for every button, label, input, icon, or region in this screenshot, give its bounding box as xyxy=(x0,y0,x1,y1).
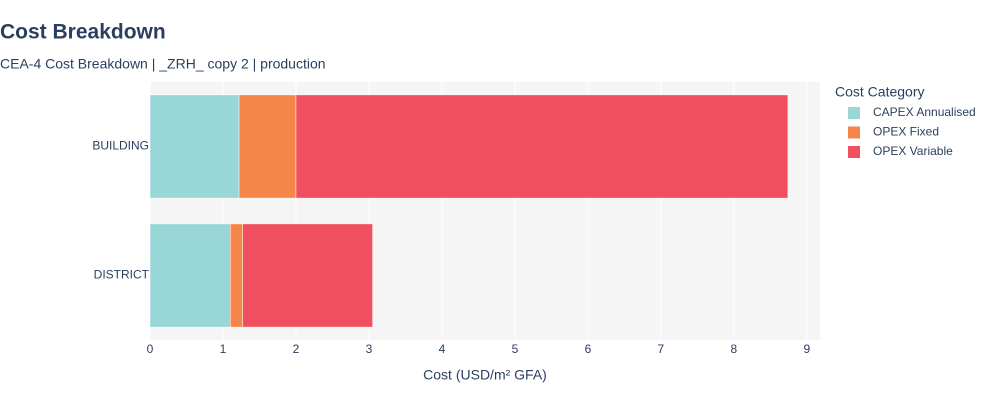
legend-label: CAPEX Annualised xyxy=(873,105,976,119)
x-axis-title: Cost (USD/m² GFA) xyxy=(423,367,547,383)
legend-label: OPEX Variable xyxy=(873,144,953,158)
x-tick-label: 7 xyxy=(658,342,665,356)
legend-swatch xyxy=(848,126,860,139)
x-tick-label: 4 xyxy=(439,342,446,356)
legend-title: Cost Category xyxy=(835,84,924,100)
chart-title: Cost Breakdown xyxy=(0,21,166,44)
x-tick-label: 9 xyxy=(804,342,811,356)
bar-segment xyxy=(149,223,231,328)
bar-segment xyxy=(242,223,373,328)
x-tick-label: 1 xyxy=(220,342,227,356)
x-tick-label: 6 xyxy=(585,342,592,356)
bar-segment xyxy=(238,94,297,199)
legend-label: OPEX Fixed xyxy=(873,125,939,139)
y-tick-label: DISTRICT xyxy=(94,268,150,282)
bar-segment xyxy=(230,223,243,328)
bar-segment xyxy=(149,94,240,199)
x-tick-label: 3 xyxy=(366,342,373,356)
x-tick-label: 0 xyxy=(147,342,154,356)
legend-swatch xyxy=(848,107,860,119)
x-tick-label: 5 xyxy=(512,342,519,356)
bar-segment xyxy=(295,94,789,199)
x-tick-label: 2 xyxy=(293,342,300,356)
chart-subtitle: CEA-4 Cost Breakdown | _ZRH_ copy 2 | pr… xyxy=(0,56,326,72)
y-tick-label: BUILDING xyxy=(92,139,149,153)
x-tick-label: 8 xyxy=(731,342,738,356)
legend-swatch xyxy=(848,146,860,158)
